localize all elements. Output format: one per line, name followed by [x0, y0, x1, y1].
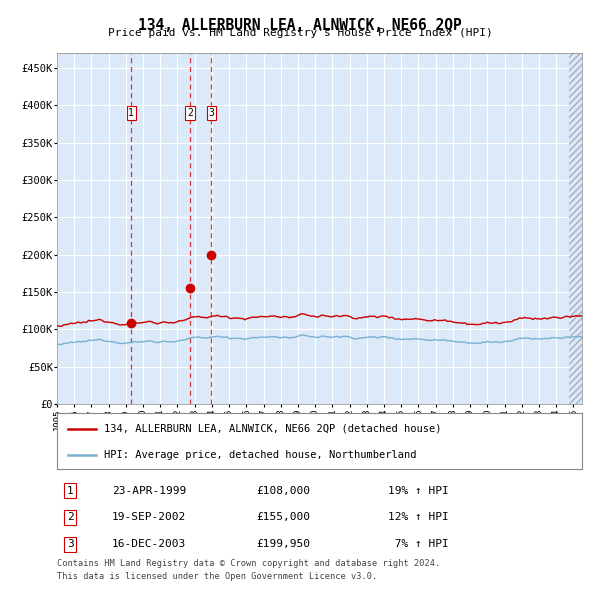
Text: 3: 3	[208, 108, 214, 118]
Text: Contains HM Land Registry data © Crown copyright and database right 2024.: Contains HM Land Registry data © Crown c…	[57, 559, 440, 568]
Text: 3: 3	[67, 539, 74, 549]
Text: 19% ↑ HPI: 19% ↑ HPI	[388, 486, 449, 496]
Text: 2: 2	[67, 512, 74, 522]
Text: 1: 1	[128, 108, 134, 118]
Text: £199,950: £199,950	[257, 539, 311, 549]
Bar	[569, 53, 582, 404]
Text: 1: 1	[67, 486, 74, 496]
Text: 16-DEC-2003: 16-DEC-2003	[112, 539, 187, 549]
Text: 2: 2	[187, 108, 193, 118]
Text: 12% ↑ HPI: 12% ↑ HPI	[388, 512, 449, 522]
Text: 19-SEP-2002: 19-SEP-2002	[112, 512, 187, 522]
Text: 134, ALLERBURN LEA, ALNWICK, NE66 2QP: 134, ALLERBURN LEA, ALNWICK, NE66 2QP	[138, 18, 462, 32]
Text: This data is licensed under the Open Government Licence v3.0.: This data is licensed under the Open Gov…	[57, 572, 377, 581]
Text: 23-APR-1999: 23-APR-1999	[112, 486, 187, 496]
Text: 134, ALLERBURN LEA, ALNWICK, NE66 2QP (detached house): 134, ALLERBURN LEA, ALNWICK, NE66 2QP (d…	[104, 424, 442, 434]
Text: £108,000: £108,000	[257, 486, 311, 496]
Text: HPI: Average price, detached house, Northumberland: HPI: Average price, detached house, Nort…	[104, 450, 417, 460]
Text: Price paid vs. HM Land Registry's House Price Index (HPI): Price paid vs. HM Land Registry's House …	[107, 28, 493, 38]
Text: 7% ↑ HPI: 7% ↑ HPI	[388, 539, 449, 549]
Text: £155,000: £155,000	[257, 512, 311, 522]
